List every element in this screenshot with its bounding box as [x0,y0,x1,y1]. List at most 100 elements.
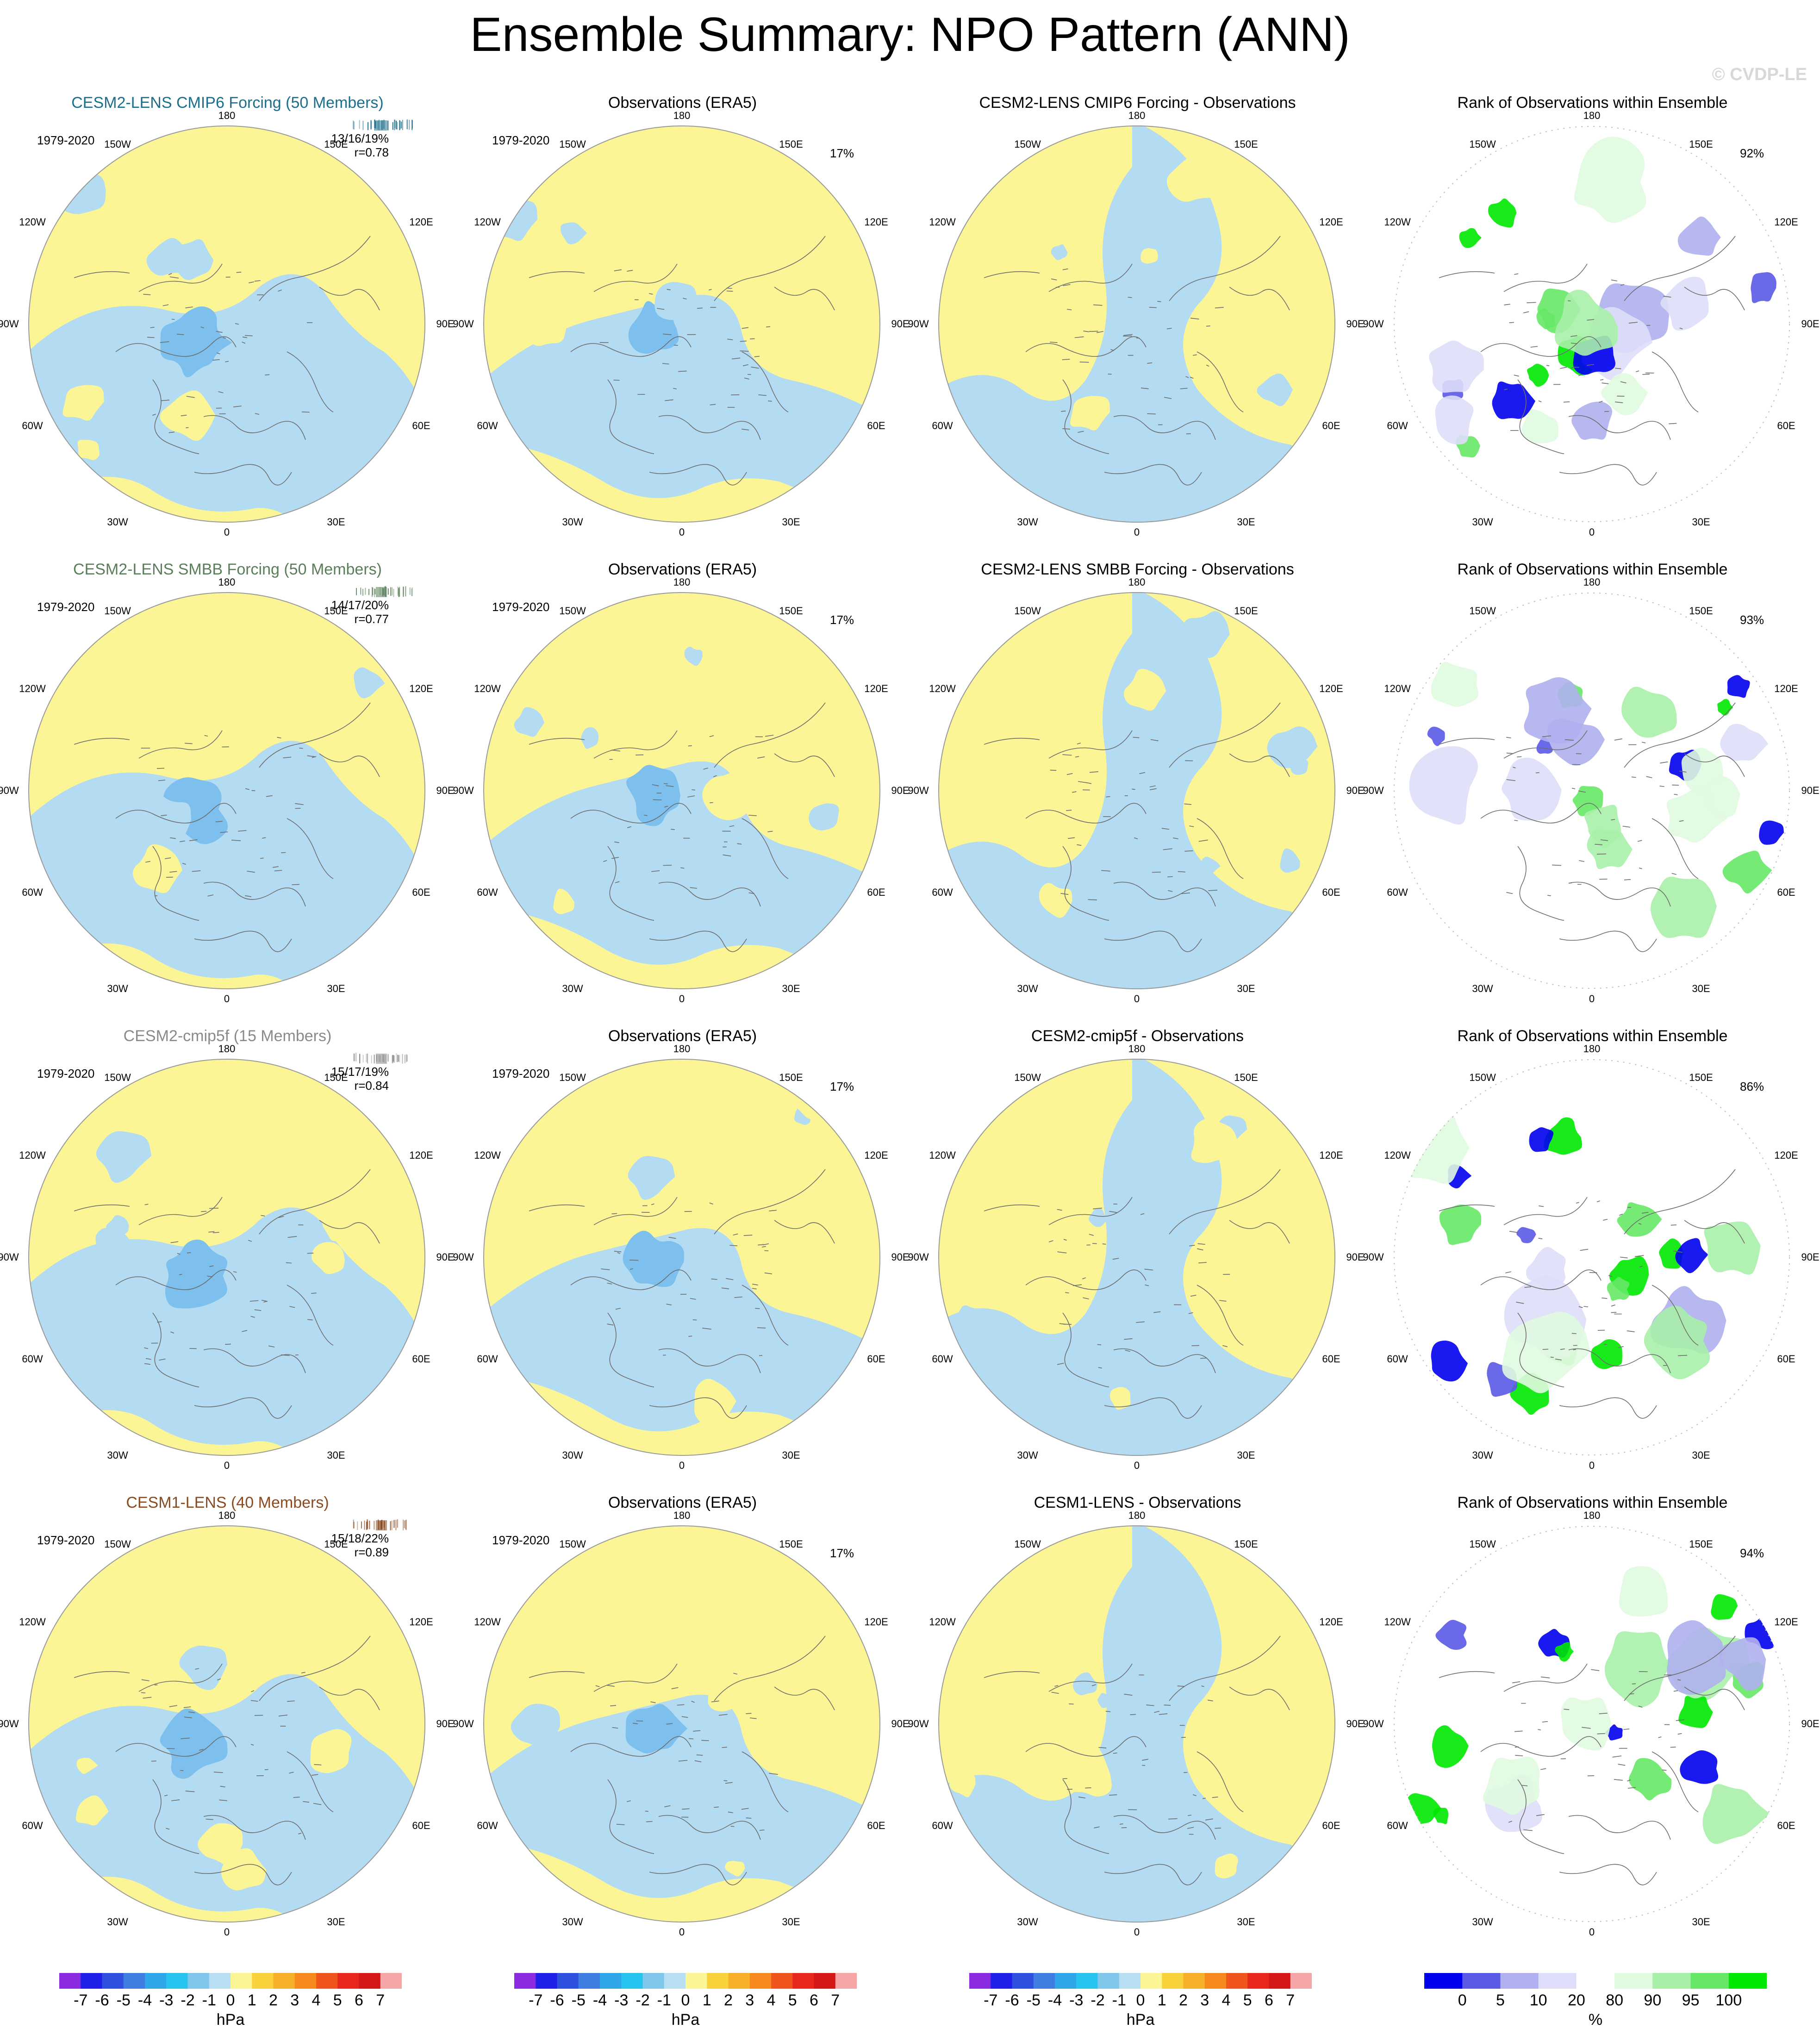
percent-label: 17% [830,1080,854,1093]
panel-rank-row3: Rank of Observations within Ensemble 86% 1… [1363,1026,1820,1492]
longitude-label: 150W [559,1538,586,1550]
longitude-label: 150W [1014,1538,1041,1550]
longitude-label: 90W [453,318,474,330]
longitude-label: 60E [867,420,885,431]
longitude-label: 120W [929,216,956,228]
longitude-label: 180 [218,1510,236,1521]
longitude-label: 90E [891,1251,910,1263]
longitude-label: 60E [412,1353,430,1365]
longitude-label: 180 [673,1510,691,1521]
longitude-label: 30W [562,516,583,528]
longitude-label: 180 [1583,1510,1601,1521]
longitude-label: 120W [929,1616,956,1628]
watermark: © CVDP-LE [1712,65,1807,84]
longitude-label: 30W [1017,1916,1038,1928]
panel-obs-row4: Observations (ERA5) 1979-2020 17% 180 150E 12… [453,1492,910,1959]
colorbar-tick-label: -6 [550,1992,564,2009]
percent-label: 94% [1740,1546,1764,1560]
longitude-label: 0 [679,993,685,1005]
longitude-label: 120E [1319,216,1343,228]
longitude-label: 0 [679,1926,685,1938]
polar-map [1394,126,1790,522]
longitude-label: 30E [782,983,800,994]
panel-title: Observations (ERA5) [608,1494,757,1511]
panel-title: Observations (ERA5) [608,561,757,578]
longitude-label: 60E [1777,887,1795,898]
panel-title: Observations (ERA5) [608,94,757,112]
longitude-label: 90W [908,1251,929,1263]
longitude-label: 150E [779,605,803,617]
colorbar-tick-label: 3 [290,1992,299,2009]
hpa-colorbar [969,1973,1312,1989]
longitude-label: 30W [107,516,128,528]
longitude-label: 30W [107,1449,128,1461]
longitude-label: 180 [673,110,691,121]
percent-label: 86% [1740,1080,1764,1093]
panel-model-row1: CESM2-LENS CMIP6 Forcing (50 Members) 197… [0,93,455,559]
panel-rank-row1: Rank of Observations within Ensemble 92% 1… [1363,93,1820,559]
polar-map [938,1525,1335,1923]
colorbar-tick-label: -4 [592,1992,607,2009]
pattern-correlation: r=0.84 [354,1079,389,1093]
polar-map [28,125,425,523]
longitude-label: 90E [436,1718,455,1729]
polar-map [1394,1526,1790,1922]
colorbar-tick-label: -4 [137,1992,152,2009]
longitude-label: 60W [22,887,43,898]
longitude-label: 150E [1234,605,1258,617]
longitude-label: 150W [104,605,131,617]
longitude-label: 60E [1322,887,1340,898]
percent-label: 17% [830,1546,854,1560]
longitude-label: 30E [327,516,345,528]
pattern-correlation: r=0.77 [354,612,389,626]
longitude-label: 60E [867,1353,885,1365]
longitude-label: 60W [22,1820,43,1831]
panel-diff-row3: CESM2-cmip5f - Observations 180 150E 120E 90… [908,1026,1365,1492]
longitude-label: 60E [412,420,430,431]
colorbar-unit: hPa [671,2011,700,2029]
longitude-label: 90E [1801,1251,1820,1263]
longitude-label: 120E [864,1149,888,1161]
colorbar-tick-label: -5 [1026,1992,1041,2009]
pattern-correlation: r=0.89 [354,1545,389,1559]
longitude-label: 90W [0,318,19,330]
longitude-label: 60E [867,1820,885,1831]
colorbar-tick-label: 95 [1682,1992,1700,2009]
longitude-label: 30E [1237,1916,1255,1928]
longitude-label: 150E [324,138,348,150]
longitude-label: 90E [1346,1718,1365,1729]
colorbar-tick-label: 1 [247,1992,256,2009]
panel-title: Rank of Observations within Ensemble [1457,561,1728,578]
longitude-label: 180 [218,1043,236,1055]
longitude-label: 150W [1469,605,1496,617]
longitude-label: 150E [1689,605,1713,617]
longitude-label: 120W [1384,1616,1411,1628]
longitude-label: 120E [409,216,433,228]
longitude-label: 0 [679,526,685,538]
longitude-label: 90E [891,785,910,796]
panel-obs-row3: Observations (ERA5) 1979-2020 17% 180 150E 12… [453,1026,910,1492]
longitude-label: 60E [412,1820,430,1831]
longitude-label: 0 [1134,1460,1140,1471]
colorbar-tick-label: -7 [74,1992,88,2009]
panel-obs-row2: Observations (ERA5) 1979-2020 17% 180 150E 12… [453,559,910,1026]
longitude-label: 120W [19,683,46,694]
pattern-correlation: r=0.78 [354,145,389,159]
longitude-label: 150E [1234,138,1258,150]
longitude-label: 180 [1128,1043,1146,1055]
colorbar-tick-label: 2 [724,1992,733,2009]
longitude-label: 90W [0,785,19,796]
colorbar-tick-label: -2 [636,1992,650,2009]
main-title: Ensemble Summary: NPO Pattern (ANN) [470,8,1350,62]
longitude-label: 60W [22,420,43,431]
colorbar-tick-label: 100 [1715,1992,1742,2009]
longitude-label: 60W [1387,420,1408,431]
colorbar-tick-label: 7 [831,1992,840,2009]
polar-map [1394,1059,1790,1455]
colorbar-tick-label: 2 [1179,1992,1188,2009]
colorbar-tick-label: 3 [1200,1992,1209,2009]
longitude-label: 120E [864,683,888,694]
colorbar-unit: % [1588,2011,1603,2029]
longitude-label: 180 [1128,576,1146,588]
longitude-label: 90W [908,318,929,330]
